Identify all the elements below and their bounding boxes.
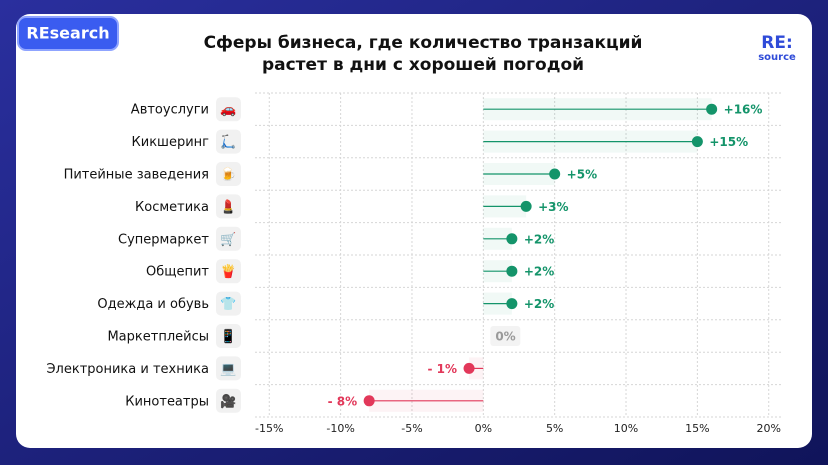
icon: 💻 (220, 362, 236, 377)
value-label: +3% (538, 200, 568, 214)
icon: 🍺 (220, 166, 236, 183)
x-tick-label: 0% (475, 422, 492, 435)
x-tick-label: -5% (401, 422, 422, 435)
chart-title: растет в дни с хорошей погодой (262, 55, 584, 75)
icon: 🚗 (220, 103, 236, 118)
value-label: 0% (495, 330, 515, 344)
value-label: +16% (724, 103, 763, 117)
badge: REsearch (26, 24, 109, 43)
value-label: +5% (567, 168, 597, 182)
dot (692, 136, 703, 147)
value-label: +2% (524, 265, 554, 279)
dot (506, 266, 517, 277)
dot (506, 298, 517, 309)
dot (464, 363, 475, 374)
dot (706, 104, 717, 115)
x-tick-label: 5% (546, 422, 563, 435)
category-label: Кикшеринг (132, 135, 210, 150)
category-label: Электроника и техника (46, 362, 209, 377)
category-label: Маркетплейсы (107, 330, 209, 345)
dot (521, 201, 532, 212)
icon: 💄 (220, 198, 236, 215)
x-tick-label: 20% (757, 422, 781, 435)
icon: 📱 (220, 329, 236, 345)
category-label: Кинотеатры (125, 394, 209, 409)
value-label: - 8% (328, 394, 358, 408)
logo-bottom: source (758, 52, 796, 63)
dot (364, 395, 375, 406)
card (16, 14, 812, 448)
value-label: +2% (524, 232, 554, 246)
category-label: Одежда и обувь (97, 297, 209, 312)
dot (549, 169, 560, 180)
x-tick-label: 15% (685, 422, 709, 435)
value-label: +2% (524, 297, 554, 311)
icon: 👕 (220, 297, 236, 312)
dot (506, 233, 517, 244)
icon: 🛒 (220, 231, 236, 247)
category-label: Автоуслуги (131, 103, 209, 118)
x-tick-label: 10% (614, 422, 638, 435)
logo-top: RE: (761, 33, 793, 53)
category-label: Супермаркет (118, 232, 209, 247)
x-tick-label: -10% (326, 422, 354, 435)
x-tick-label: -15% (255, 422, 283, 435)
category-label: Питейные заведения (64, 168, 209, 183)
icon: 🍟 (220, 264, 236, 280)
icon: 🛴 (220, 134, 236, 150)
chart-title: Сферы бизнеса, где количество транзакций (204, 33, 643, 53)
category-label: Косметика (135, 200, 209, 215)
category-label: Общепит (146, 265, 209, 280)
icon: 🎥 (220, 393, 236, 409)
value-label: +15% (709, 135, 748, 149)
value-label: - 1% (428, 362, 458, 376)
